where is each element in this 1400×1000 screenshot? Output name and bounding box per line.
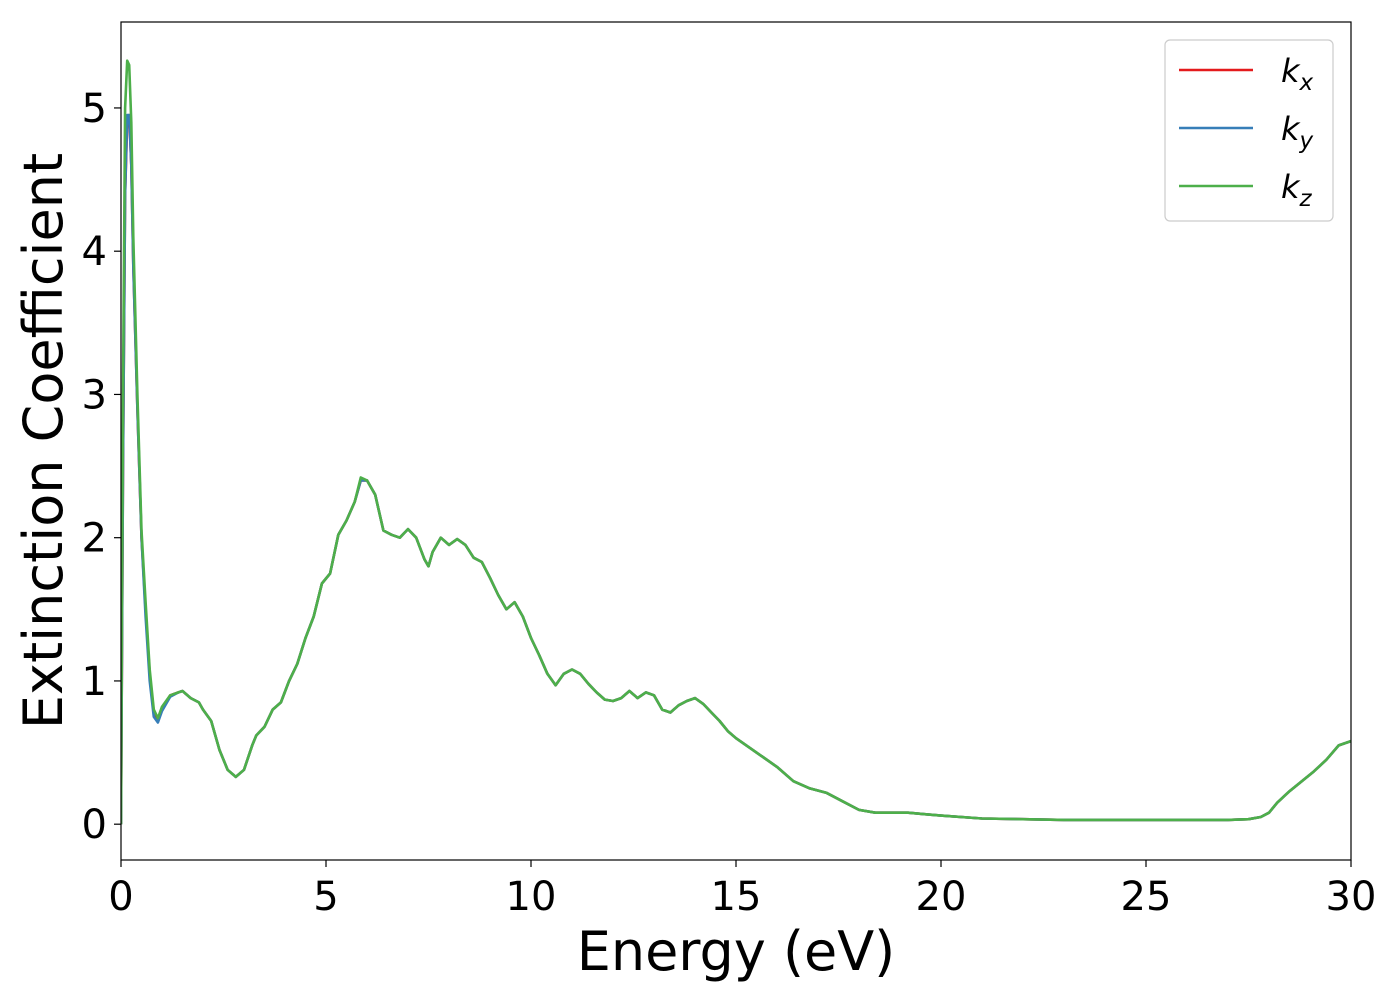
y-axis-ticks: 0 1 2 3 4 5 [82,86,121,848]
y-axis-title: Extinction Coefficient [12,153,75,729]
legend-label-main: k [1281,110,1301,148]
y-tick-label: 1 [82,659,107,705]
y-tick-label: 2 [82,516,107,562]
legend-label-main: k [1281,52,1301,90]
legend-label-main: k [1281,168,1301,206]
x-tick-label: 30 [1326,874,1377,920]
x-tick-label: 10 [506,874,557,920]
legend-label-subscript: x [1299,70,1314,96]
series-line-z [121,59,1351,825]
y-tick-label: 4 [82,229,107,275]
legend-label-subscript: z [1299,186,1313,212]
y-tick-label: 3 [82,372,107,418]
legend-label-x: kx [1281,52,1314,96]
legend-label-z: kz [1281,168,1313,212]
x-tick-label: 20 [916,874,967,920]
legend-label-subscript: y [1299,128,1314,154]
x-tick-label: 25 [1121,874,1172,920]
legend-label-y: ky [1281,110,1314,154]
y-tick-label: 5 [82,86,107,132]
x-tick-label: 0 [108,874,133,920]
legend-box [1164,39,1334,222]
y-tick-label: 0 [82,802,107,848]
plot-lines [121,59,1351,825]
x-axis-ticks: 0 5 10 15 20 25 30 [108,860,1376,920]
x-axis-title: Energy (eV) [577,920,896,983]
x-tick-label: 15 [711,874,762,920]
x-tick-label: 5 [313,874,338,920]
